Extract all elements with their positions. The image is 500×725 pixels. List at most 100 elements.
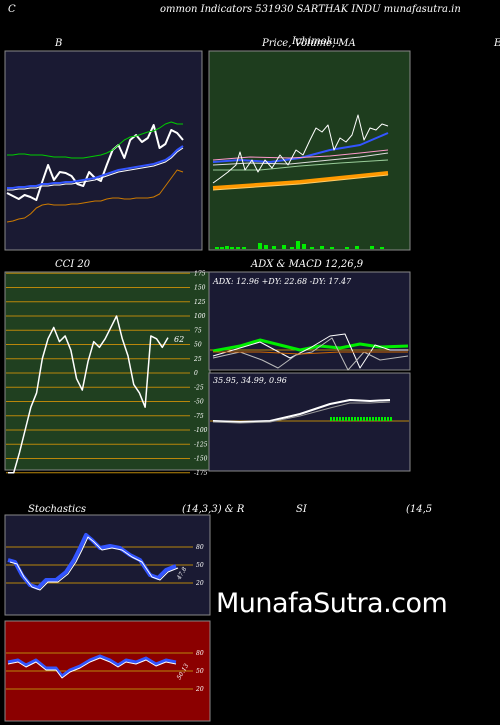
minus-dy-line [212, 337, 409, 371]
price-ma-white [212, 152, 389, 166]
cci-tick-label: 75 [194, 327, 202, 334]
volume-bar [355, 246, 359, 249]
rsi-line [7, 654, 177, 678]
header-left-letter: C [8, 4, 16, 15]
cci-tick-label: 150 [194, 285, 206, 292]
macd-histogram-bar [354, 417, 356, 421]
price-ma-orange-edge [212, 174, 389, 191]
volume-bar [220, 247, 224, 249]
volume-bar [272, 246, 276, 249]
volume-bar [282, 245, 286, 249]
volume-bar [242, 247, 246, 249]
volume-bar [290, 247, 294, 249]
price-line [212, 114, 389, 184]
adx-readout: ADX: 12.96 +DY: 22.68 -DY: 17.47 [212, 277, 352, 286]
stochastics-k-line [7, 533, 177, 590]
stochastics-d-line [9, 536, 179, 591]
macd-histogram-bar [369, 417, 371, 421]
rsi-smooth-line [7, 657, 177, 679]
far-right-title: E [494, 38, 500, 50]
stochastics-tick-label: 20 [195, 580, 204, 587]
cci-value-label: 62 [174, 335, 184, 344]
macd-histogram-bar [366, 417, 368, 421]
volume-bar [320, 246, 324, 249]
macd-histogram-bar [357, 417, 359, 421]
cci-tick-label: 100 [194, 313, 206, 320]
stochastics-title-left: Stochastics [28, 504, 86, 515]
cci-tick-label: 25 [193, 356, 202, 363]
cci-tick-label: -125 [194, 441, 208, 448]
cci-tick-label: 175 [194, 270, 206, 277]
macd-histogram-bar [351, 417, 353, 421]
cci-tick-label: -175 [194, 470, 208, 477]
volume-bar [236, 247, 240, 249]
adx-macd-title: ADX & MACD 12,26,9 [251, 259, 364, 270]
price-ma-orange [212, 171, 389, 190]
macd-histogram-bar [333, 417, 335, 421]
stochastics-tick-label: 50 [196, 562, 204, 569]
cci-tick-label: -150 [194, 456, 208, 463]
cci-title: CCI 20 [55, 259, 91, 270]
volume-bar [310, 247, 314, 249]
cci-line [8, 315, 169, 474]
volume-bar [380, 247, 384, 249]
rsi-tick-label: 20 [195, 686, 204, 693]
volume-bar [345, 247, 349, 249]
macd-histogram-bar [378, 417, 380, 421]
cci-tick-label: 50 [194, 342, 202, 349]
cci-tick-label: -50 [194, 399, 204, 406]
cci-tick-label: -75 [194, 413, 204, 420]
adx-panel [208, 271, 411, 371]
volume-bar [258, 243, 262, 249]
volume-bar [370, 246, 374, 249]
price-ma-pink [212, 149, 389, 161]
bollinger-panel [4, 50, 203, 251]
macd-histogram-bar [363, 417, 365, 421]
macd-histogram-bar [387, 417, 389, 421]
page-title: ommon Indicators 531930 SARTHAK INDU mun… [160, 4, 461, 15]
cci-tick-label: -25 [194, 384, 204, 391]
price-panel [208, 50, 411, 251]
volume-bar [230, 247, 234, 249]
volume-bar [296, 241, 300, 249]
volume-bar [264, 245, 268, 249]
rsi-title-left: SI [296, 504, 307, 515]
cci-tick-label: 0 [194, 370, 198, 377]
macd-histogram-bar [348, 417, 350, 421]
adx-orange-line [213, 351, 408, 355]
rsi-tick-label: 80 [196, 650, 204, 657]
cci-panel [4, 271, 211, 471]
macd-histogram-bar [330, 417, 332, 421]
macd-histogram-bar [381, 417, 383, 421]
bollinger-middle-line [7, 145, 184, 189]
macd-histogram-bar [390, 417, 392, 421]
macd-line [212, 399, 391, 423]
bollinger-title: B [55, 38, 63, 49]
price-title: Price, Volume, MA [262, 38, 356, 49]
bollinger-upper-line [7, 121, 183, 159]
macd-histogram-bar [384, 417, 386, 421]
macd-readout: 35.95, 34.99, 0.96 [213, 376, 287, 385]
bollinger-middle-shadow [7, 147, 184, 191]
macd-histogram-bar [339, 417, 341, 421]
macd-histogram-bar [345, 417, 347, 421]
macd-histogram-bar [360, 417, 362, 421]
macd-histogram-bar [336, 417, 338, 421]
macd-histogram-bar [372, 417, 374, 421]
volume-bar [215, 247, 219, 249]
plus-dy-line [212, 333, 408, 369]
cci-tick-label: -100 [194, 427, 208, 434]
macd-histogram-bar [342, 417, 344, 421]
cci-tick-label: 125 [194, 299, 206, 306]
rsi-tick-label: 50 [196, 668, 204, 675]
macd-histogram-bar [375, 417, 377, 421]
volume-bar [330, 247, 334, 249]
macd-panel [208, 372, 411, 472]
volume-bar [302, 244, 306, 249]
volume-bar [225, 246, 229, 249]
bollinger-lower-line [6, 169, 184, 223]
stochastics-title-mid: (14,3,3) & R [182, 504, 245, 515]
macd-signal-line [212, 401, 391, 424]
rsi-title-right: (14,5 [406, 504, 433, 515]
